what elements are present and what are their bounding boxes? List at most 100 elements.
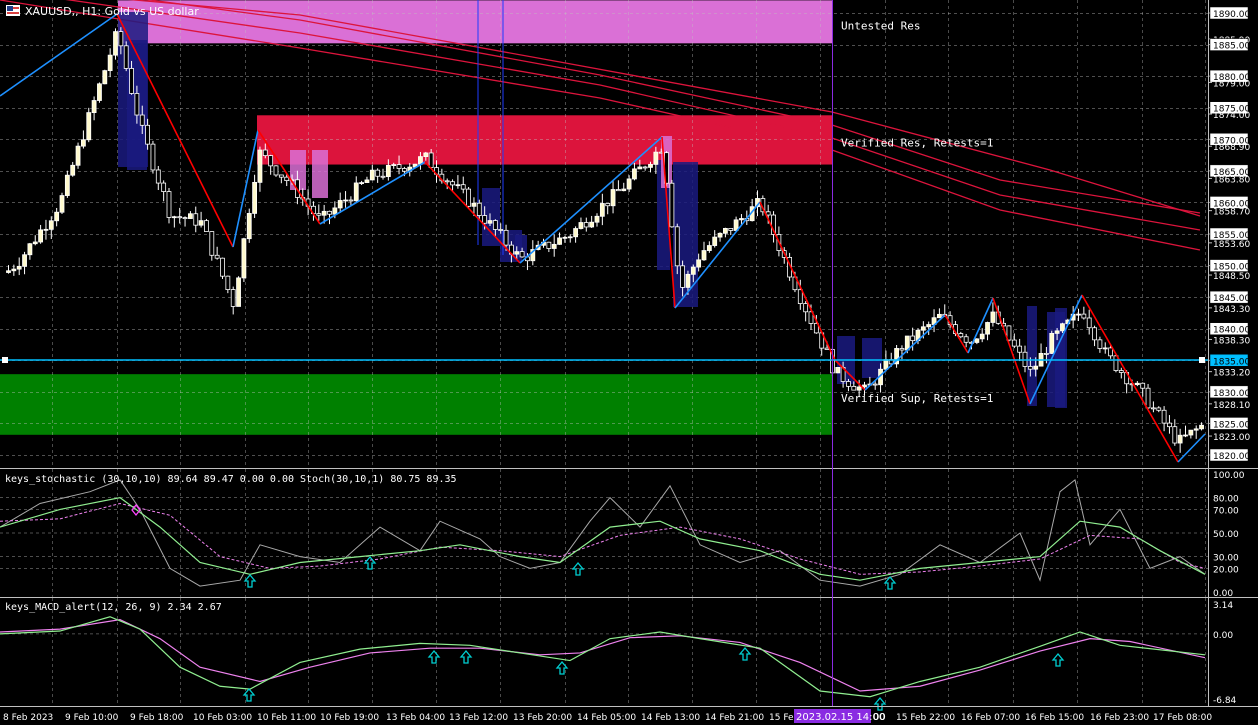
candle-body [32,241,38,245]
candle-body [632,168,637,180]
supply-demand-zones [0,0,832,435]
price-tick-box [1209,322,1249,335]
candle-body [813,323,819,334]
candle-body [610,189,616,207]
price-tick-box [1209,6,1249,20]
candle-body [1054,330,1060,334]
candle-body [904,335,910,351]
time-label: 14 Feb 13:00 [641,713,700,723]
candle-body [894,348,899,365]
candle-body [482,215,488,224]
candle-body [1017,345,1023,353]
pattern-highlight-box [1055,308,1067,408]
price-tick-label: 1825.00 [1213,420,1250,430]
candle-body [123,45,129,69]
price-line-handle-right[interactable] [1199,357,1205,363]
candle-body [696,259,702,268]
candle-body [327,210,332,215]
cursor-time-tail: 00 [873,712,886,723]
candle-body [86,112,92,141]
candle-body [1193,428,1199,431]
stochastic-axis-label: 30.00 [1213,554,1239,564]
candle-body [648,163,653,168]
price-axis[interactable]: 1890.001885.901885.001880.001879.001875.… [1208,0,1250,706]
candle-body [268,155,274,167]
candle-body [546,241,552,249]
price-tick-label: 1860.00 [1213,199,1250,209]
candle-body [1177,434,1183,444]
candle-body [369,169,375,181]
candle-body [273,165,279,176]
price-panel[interactable]: Untested Res Verified Res, Retests=1 Verif… [0,0,1208,468]
time-label: 9 Feb 10:00 [65,713,119,723]
zigzag-up-segment [864,314,946,391]
candle-body [214,254,220,259]
candle-body [1118,370,1124,373]
arrow-shape [555,660,569,675]
candle-body [359,182,365,184]
time-axis[interactable]: 8 Feb 2023 9 Feb 10:00 9 Feb 18:00 10 Feb 0… [0,706,1258,724]
candle-body [557,237,562,245]
price-line-handle-left[interactable] [2,357,8,363]
candle-body [118,31,124,47]
moving-average-line [145,0,1201,214]
candle-body [375,169,381,177]
candle-body [27,243,33,256]
candle-body [64,174,70,196]
zigzag-up-segment [1029,294,1083,405]
candle-body [204,220,209,232]
price-tick-label: 1848.50 [1213,272,1250,282]
candle-body [220,257,225,277]
candle-body [1033,365,1039,370]
candle-body [963,336,969,343]
macd-panel[interactable]: keys_MACD_alert(12, 26, 9) 2.34 2.67 [0,598,1208,711]
arrow-shape [873,696,887,711]
candle-body [278,174,284,178]
symbol-title: XAUUSD,, H1: Gold vs US dollar [25,5,199,18]
price-tick-label: 1874.00 [1213,111,1250,121]
candle-body [262,149,268,157]
candle-body [589,221,595,228]
candle-body [717,232,723,238]
zigzag-up-segment [0,13,118,97]
candle-body [872,383,878,386]
macd-label: keys_MACD_alert(12, 26, 9) 2.34 2.67 [5,602,222,613]
candle-body [503,229,509,246]
candle-body [573,228,578,238]
candle-body [1044,353,1049,355]
zigzag-up-segment [674,201,761,309]
price-tick-box [1209,227,1249,241]
up-arrow-icon [883,575,897,590]
time-label: 14 Feb 21:00 [705,713,764,723]
candle-body [642,166,648,169]
candle-body [1167,422,1172,428]
price-tick-label: 1823.00 [1213,433,1250,443]
candle-body [712,236,718,246]
stochastic-axis-label: 0.00 [1213,589,1233,599]
candle-body [583,222,589,228]
candle-body [862,384,867,388]
stochastic-axis-label: 50.00 [1213,530,1239,540]
price-tick-box [1209,385,1249,399]
candle-body [1140,382,1146,389]
candle-body [241,238,247,279]
zigzag-down-segment [1081,294,1179,463]
price-tick-label: 1858.70 [1213,208,1250,218]
stochastic-panel[interactable]: keys_stochastic (30,10,10) 89.64 89.47 0… [0,469,1208,597]
candle-body [54,211,60,222]
stochastic-axis-label: 100.00 [1213,471,1245,481]
candle-body [444,180,450,183]
candle-body [16,265,22,270]
candle-body [1027,366,1033,370]
arrow-shape [242,687,256,702]
candle-body [59,195,65,213]
candle-body [669,182,675,228]
candle-body [1161,409,1167,424]
up-arrow-icon [738,646,752,661]
candle-body [1199,424,1204,430]
candle-body [316,213,322,216]
candle-body [1081,313,1087,319]
candle-body [910,335,916,342]
candle-body [1011,339,1017,347]
